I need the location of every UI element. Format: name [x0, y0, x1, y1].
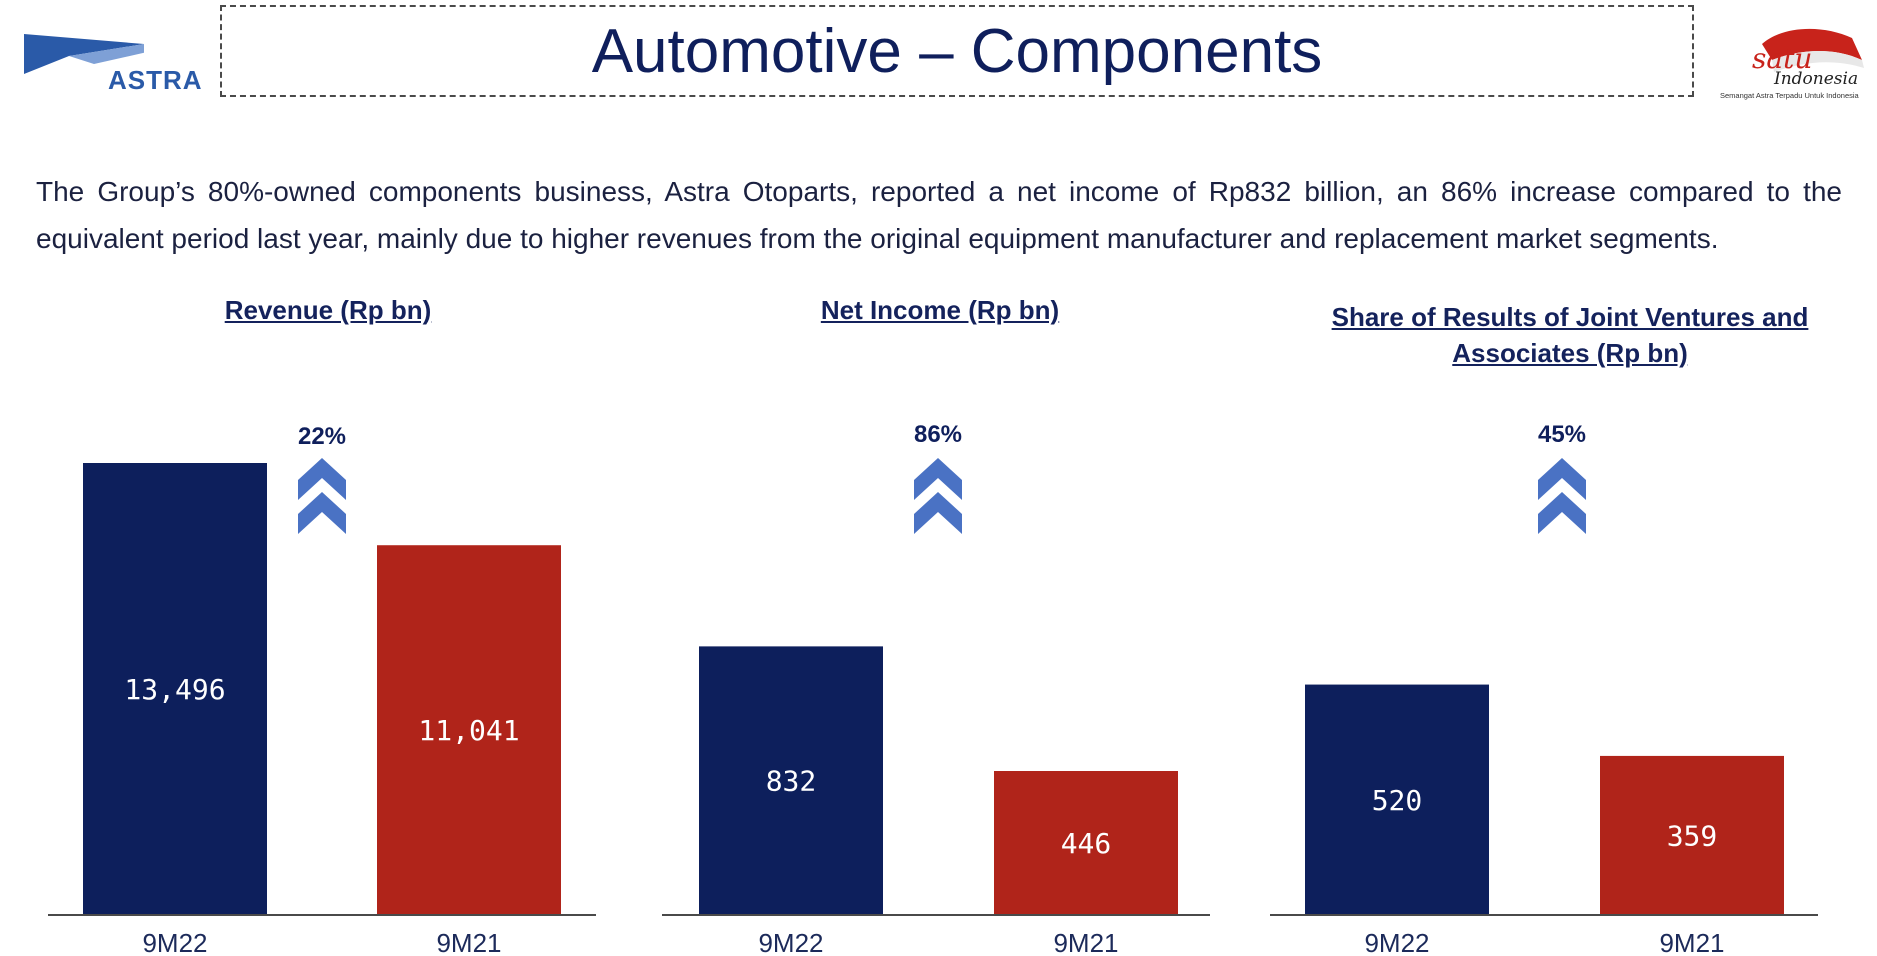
chart-title-jv-results: Share of Results of Joint Ventures and A… [1331, 302, 1809, 368]
bar-9m22 [83, 463, 267, 915]
intro-text: The Group’s 80%-owned components busines… [36, 176, 1842, 254]
bar-value-label: 11,041 [418, 714, 519, 747]
change-percentage: 22% [298, 423, 346, 450]
change-percentage: 45% [1538, 421, 1586, 448]
category-label: 9M22 [1364, 928, 1429, 956]
category-label: 9M21 [1053, 928, 1118, 956]
astra-logo-mark [24, 34, 144, 74]
chart-title-net-income: Net Income (Rp bn) [820, 295, 1060, 325]
bar-value-label: 446 [1061, 827, 1112, 860]
bar-value-label: 832 [766, 765, 817, 798]
chart-title-revenue: Revenue (Rp bn) [224, 295, 432, 325]
bar-9m22 [699, 646, 883, 915]
bar-9m21 [1600, 755, 1784, 915]
bar-9m22 [1305, 684, 1489, 915]
category-label: 9M21 [436, 928, 501, 956]
satu-indonesia-logo: satu Indonesia Semangat Astra Terpadu Un… [1712, 16, 1872, 102]
astra-logo-text: ASTRA [108, 65, 203, 95]
chevron-up-icon [1538, 458, 1586, 500]
bar-value-label: 359 [1667, 819, 1718, 852]
bar-value-label: 13,496 [124, 673, 225, 706]
flag-red-shape [1762, 28, 1862, 60]
chevron-up-icon [298, 492, 346, 534]
satu-logo-sub: Indonesia [1773, 69, 1858, 89]
bar-9m21 [994, 771, 1178, 915]
category-label: 9M22 [758, 928, 823, 956]
chevron-up-icon [914, 458, 962, 500]
bar-9m21 [377, 545, 561, 915]
bar-value-label: 520 [1372, 784, 1423, 817]
title-box: Automotive – Components [220, 5, 1694, 97]
category-label: 9M22 [142, 928, 207, 956]
page-title: Automotive – Components [591, 16, 1323, 86]
chevron-up-icon [298, 458, 346, 500]
change-percentage: 86% [914, 421, 962, 448]
satu-logo-tagline: Semangat Astra Terpadu Untuk Indonesia [1720, 91, 1860, 100]
chevron-up-icon [914, 492, 962, 534]
satu-logo-main: satu [1752, 42, 1812, 75]
chevron-up-icon [1538, 492, 1586, 534]
category-label: 9M21 [1659, 928, 1724, 956]
flag-white-shape [1772, 50, 1864, 72]
astra-logo: ASTRA [24, 34, 214, 96]
